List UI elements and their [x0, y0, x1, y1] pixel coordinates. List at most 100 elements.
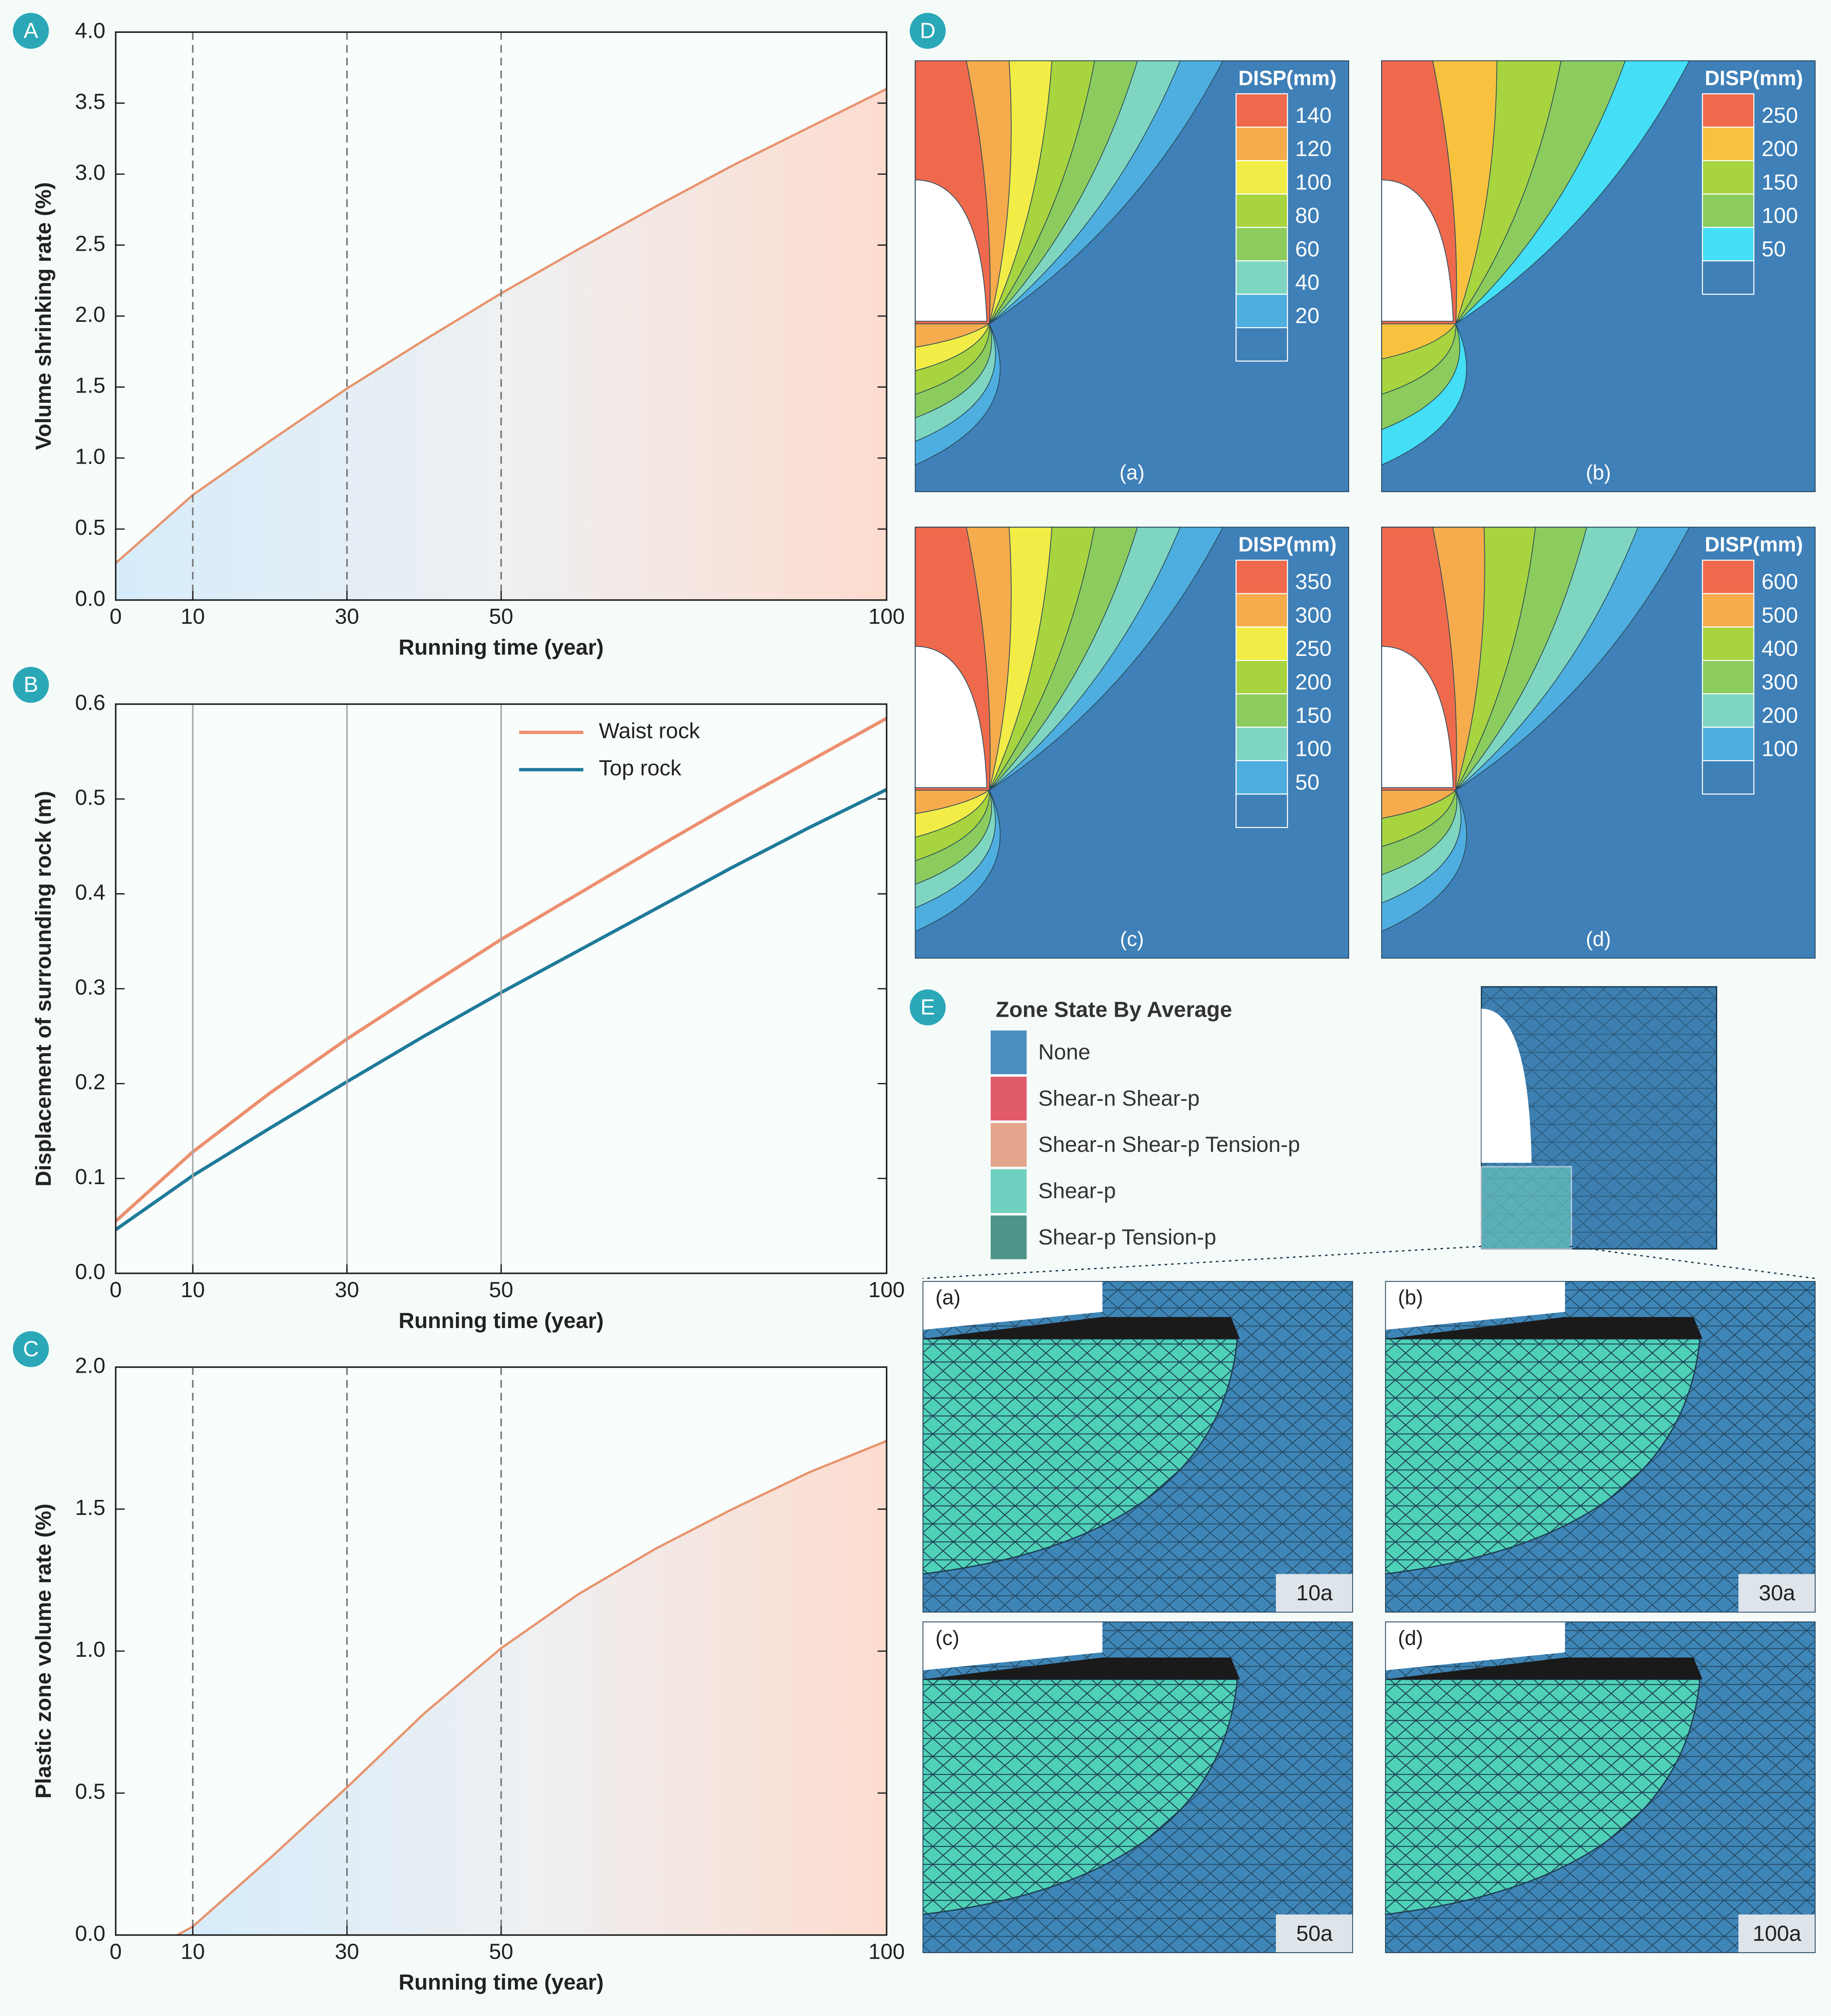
panel-caption: (a): [1119, 461, 1145, 484]
thumbnail-zoom-box: [1481, 1166, 1572, 1250]
plastic-mesh: [1385, 1339, 1700, 1574]
legend-title: Zone State By Average: [996, 998, 1232, 1022]
y-tick-label: 2.5: [75, 231, 106, 256]
time-box: [1738, 1914, 1816, 1953]
colorbar-swatch: [1235, 327, 1288, 362]
x-axis-title: Running time (year): [399, 1970, 604, 1994]
colorbar-title: DISP(mm): [1239, 66, 1337, 89]
colorbar-tick-label: 140: [1295, 103, 1332, 128]
legend-label: Shear-p: [1038, 1178, 1116, 1203]
x-tick-label: 50: [489, 1278, 513, 1302]
colorbar-tick-label: 300: [1295, 603, 1332, 627]
colorbar-tick-label: 150: [1295, 703, 1332, 728]
legend-swatch: [990, 1215, 1027, 1259]
colorbar-tick-label: 100: [1295, 170, 1332, 194]
colorbar-title: DISP(mm): [1705, 66, 1803, 89]
colorbar-swatch: [1235, 626, 1288, 661]
legend-swatch: [990, 1123, 1027, 1167]
contour-panel: DISP(mm) 600 500 400 300 200 100 (d): [1381, 527, 1816, 959]
plastic-mesh: [922, 1339, 1238, 1574]
tunnel-opening: [1381, 646, 1454, 788]
y-tick-label: 0.5: [75, 515, 106, 540]
x-tick-label: 100: [868, 604, 905, 629]
x-tick-label: 30: [335, 604, 359, 629]
opening: [922, 1281, 1103, 1330]
tunnel-opening: [1381, 179, 1454, 322]
legend-swatch: [990, 1076, 1027, 1121]
colorbar-tick-label: 400: [1762, 636, 1798, 661]
colorbar-tick-label: 50: [1762, 237, 1786, 261]
y-tick-label: 0.5: [75, 1779, 106, 1804]
colorbar-swatch: [1702, 193, 1755, 228]
y-tick-label: 4.0: [75, 18, 106, 43]
panel-label: C: [23, 1337, 39, 1361]
colorbar-swatch: [1235, 793, 1288, 828]
y-tick-label: 0.3: [75, 975, 106, 999]
zone-panel: (b) 30a: [1385, 1281, 1816, 1613]
y-tick-label: 0.1: [75, 1165, 106, 1189]
y-tick-label: 0.0: [75, 1260, 106, 1284]
zone-panel: (d) 100a: [1385, 1621, 1816, 1953]
time-label: 100a: [1753, 1921, 1801, 1946]
colorbar-tick-label: 150: [1762, 170, 1798, 194]
x-tick-label: 10: [181, 1278, 205, 1302]
colorbar-swatch: [1702, 93, 1755, 128]
colorbar-tick-label: 80: [1295, 204, 1319, 228]
legend-swatch: [990, 1030, 1027, 1074]
legend-swatch: [990, 1169, 1027, 1213]
panel-caption: (b): [1398, 1286, 1423, 1309]
colorbar-swatch: [1235, 760, 1288, 795]
colorbar-swatch: [1702, 626, 1755, 661]
colorbar-swatch: [1702, 693, 1755, 728]
legend-label: Shear-n Shear-p Tension-p: [1038, 1133, 1300, 1157]
lining: [922, 1657, 1240, 1680]
x-tick-label: 30: [335, 1939, 359, 1964]
contour-panel: DISP(mm) 350 300 250 200 150 100 50 (c): [915, 527, 1349, 959]
colorbar-tick-label: 350: [1295, 570, 1332, 594]
contour-panel: DISP(mm) 250 200 150 100 50 (b): [1381, 60, 1816, 493]
x-axis-title: Running time (year): [399, 1309, 604, 1333]
time-label: 30a: [1759, 1581, 1795, 1605]
colorbar-tick-label: 200: [1762, 137, 1798, 161]
legend-label: Shear-n Shear-p: [1038, 1086, 1200, 1111]
colorbar-tick-label: 500: [1762, 603, 1798, 627]
colorbar-swatch: [1702, 560, 1755, 595]
colorbar-swatch: [1702, 593, 1755, 628]
panel-badge: [13, 13, 49, 49]
lining: [1385, 1317, 1703, 1339]
colorbar-tick-label: 100: [1762, 204, 1798, 228]
area-fill: [177, 1441, 887, 1935]
colorbar-tick-label: 300: [1762, 670, 1798, 694]
x-tick-label: 100: [868, 1939, 905, 1964]
colorbar-tick-label: 200: [1295, 670, 1332, 694]
colorbar-tick-label: 20: [1295, 304, 1319, 328]
colorbar-swatch: [1235, 560, 1288, 595]
opening: [1385, 1621, 1565, 1671]
colorbar-swatch: [1235, 260, 1288, 295]
colorbar-swatch: [1235, 593, 1288, 628]
colorbar-tick-label: 100: [1295, 737, 1332, 761]
y-tick-label: 0.4: [75, 880, 106, 905]
panel-label: A: [24, 18, 38, 43]
y-tick-label: 3.0: [75, 161, 106, 185]
panel-caption: (c): [935, 1626, 959, 1649]
x-tick-label: 10: [181, 1939, 205, 1964]
colorbar-swatch: [1235, 293, 1288, 328]
colorbar-swatch: [1702, 260, 1755, 295]
panel-caption: (d): [1586, 927, 1611, 950]
colorbar-swatch: [1235, 160, 1288, 195]
colorbar-tick-label: 120: [1295, 137, 1332, 161]
panel-caption: (d): [1398, 1626, 1423, 1649]
y-tick-label: 0.2: [75, 1070, 106, 1094]
colorbar-tick-label: 60: [1295, 237, 1319, 261]
colorbar-swatch: [1235, 227, 1288, 262]
y-tick-label: 0.0: [75, 1921, 106, 1946]
colorbar-swatch: [1235, 693, 1288, 728]
colorbar-title: DISP(mm): [1705, 533, 1803, 556]
legend-label: Waist rock: [599, 718, 700, 743]
time-box: [1276, 1574, 1353, 1613]
colorbar-tick-label: 250: [1762, 103, 1798, 128]
panel-badge: [13, 1331, 49, 1367]
